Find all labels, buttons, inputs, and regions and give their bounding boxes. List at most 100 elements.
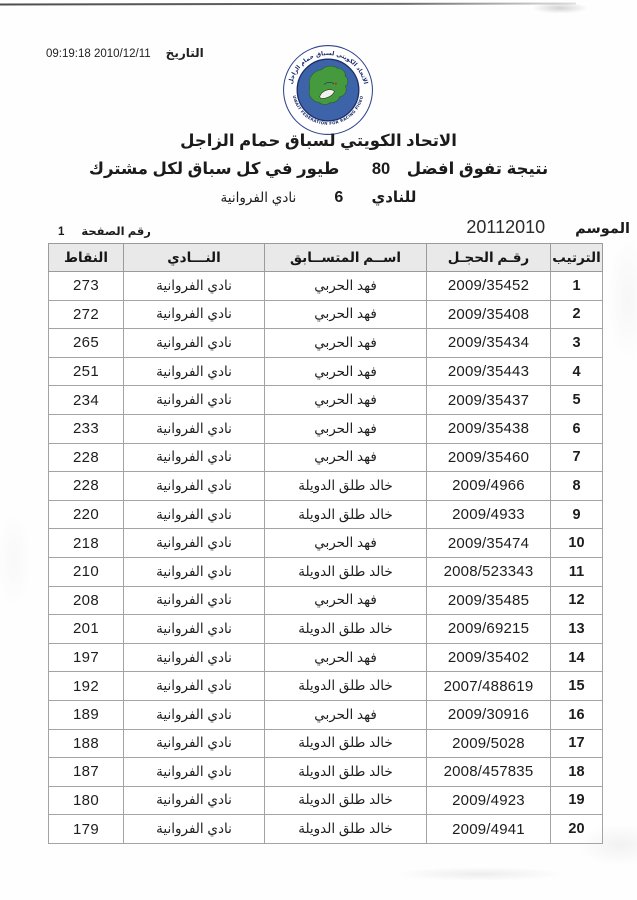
cell-rank: 11 xyxy=(550,556,603,587)
table-row: 11 2008/523343 خالد طلق الدويلة نادي الف… xyxy=(48,556,603,587)
cell-ring-number: 2008/457835 xyxy=(426,757,551,787)
cell-competitor-name: خالد طلق الدويلة xyxy=(264,614,427,644)
cell-competitor-name: خالد طلق الدويلة xyxy=(264,499,427,530)
cell-points: 234 xyxy=(48,385,124,415)
cell-competitor-name: فهد الحربي xyxy=(264,585,427,616)
cell-competitor-name: فهد الحربي xyxy=(264,528,427,558)
cell-club: نادي الفروانية xyxy=(123,585,265,616)
table-row: 19 2009/4923 خالد طلق الدويلة نادي الفرو… xyxy=(48,785,603,816)
cell-club: نادي الفروانية xyxy=(123,413,265,444)
cell-rank: 8 xyxy=(550,471,603,501)
cell-ring-number: 2007/488619 xyxy=(426,671,551,701)
cell-club: نادي الفروانية xyxy=(123,271,265,301)
logo-red-accent xyxy=(334,82,338,85)
logo-detail-line xyxy=(324,82,335,85)
cell-club: نادي الفروانية xyxy=(123,699,265,730)
page-number-label: رقم الصفحة xyxy=(81,226,151,238)
cell-ring-number: 2009/35438 xyxy=(426,413,551,444)
cell-points: 189 xyxy=(48,699,124,730)
federation-title: الاتحاد الكويتي لسباق حمام الزاجل xyxy=(180,132,457,150)
col-header-club: النـــادي xyxy=(123,243,265,272)
cell-club: نادي الفروانية xyxy=(123,614,265,644)
cell-ring-number: 2009/35460 xyxy=(426,442,551,473)
cell-points: 210 xyxy=(48,556,124,587)
cell-ring-number: 2009/35474 xyxy=(426,528,551,558)
header-row: الترتيب رقـم الحجـل اســم المتســابق الن… xyxy=(48,243,603,272)
cell-ring-number: 2009/35402 xyxy=(426,642,551,673)
club-label: للنادي xyxy=(371,189,417,206)
report-title-part2: طيور في كل سباق لكل مشترك xyxy=(88,160,340,178)
cell-competitor-name: فهد الحربي xyxy=(264,385,427,415)
cell-rank: 14 xyxy=(550,642,603,673)
cell-rank: 9 xyxy=(550,499,603,530)
cell-competitor-name: خالد طلق الدويلة xyxy=(264,556,427,587)
cell-club: نادي الفروانية xyxy=(123,757,265,787)
cell-competitor-name: فهد الحربي xyxy=(264,642,427,673)
cell-rank: 4 xyxy=(550,356,603,387)
cell-points: 218 xyxy=(48,528,124,558)
federation-logo: الاتحاد الكويتي لسباق حمام الزاجل KUWAIT… xyxy=(282,44,373,135)
cell-club: نادي الفروانية xyxy=(123,785,265,816)
col-header-competitor-name: اســم المتســابق xyxy=(264,243,427,272)
cell-competitor-name: فهد الحربي xyxy=(264,413,427,444)
table-row: 2 2009/35408 فهد الحربي نادي الفروانية 2… xyxy=(48,299,603,330)
cell-rank: 6 xyxy=(550,413,603,444)
cell-club: نادي الفروانية xyxy=(123,299,265,330)
pigeon-silhouette xyxy=(319,89,335,99)
cell-club: نادي الفروانية xyxy=(123,442,265,473)
cell-points: 220 xyxy=(48,499,124,530)
report-title-bird-count: 80 xyxy=(371,160,391,178)
club-line: للنادي 6 نادي الفروانية xyxy=(0,188,637,207)
cell-points: 273 xyxy=(48,271,124,301)
table-row: 13 2009/69215 خالد طلق الدويلة نادي الفر… xyxy=(48,614,603,644)
cell-club: نادي الفروانية xyxy=(123,671,265,701)
cell-ring-number: 2009/35485 xyxy=(426,585,551,616)
cell-competitor-name: فهد الحربي xyxy=(264,328,427,358)
results-tbody: 1 2009/35452 فهد الحربي نادي الفروانية 2… xyxy=(48,271,603,844)
cell-rank: 16 xyxy=(550,699,603,730)
cell-points: 251 xyxy=(48,356,124,387)
print-date-label: التاريخ xyxy=(165,46,204,60)
table-row: 15 2007/488619 خالد طلق الدويلة نادي الف… xyxy=(48,671,603,701)
cell-rank: 3 xyxy=(550,328,603,358)
cell-club: نادي الفروانية xyxy=(123,642,265,673)
cell-rank: 10 xyxy=(550,528,603,558)
cell-ring-number: 2008/523343 xyxy=(426,556,551,587)
table-row: 18 2008/457835 خالد طلق الدويلة نادي الف… xyxy=(48,757,603,787)
cell-ring-number: 2009/35437 xyxy=(426,385,551,415)
cell-points: 208 xyxy=(48,585,124,616)
cell-club: نادي الفروانية xyxy=(123,385,265,415)
cell-points: 180 xyxy=(48,785,124,816)
cell-competitor-name: فهد الحربي xyxy=(264,356,427,387)
season-value: 20112010 xyxy=(466,217,546,237)
table-row: 12 2009/35485 فهد الحربي نادي الفروانية … xyxy=(48,585,603,616)
cell-rank: 2 xyxy=(550,299,603,330)
cell-ring-number: 2009/30916 xyxy=(426,699,551,730)
cell-competitor-name: فهد الحربي xyxy=(264,442,427,473)
col-header-points: النقاط xyxy=(48,243,124,272)
print-date: 09:19:18 2010/12/11 التاريخ xyxy=(46,46,204,60)
table-row: 6 2009/35438 فهد الحربي نادي الفروانية 2… xyxy=(48,413,603,444)
col-header-rank: الترتيب xyxy=(550,243,603,272)
table-row: 14 2009/35402 فهد الحربي نادي الفروانية … xyxy=(48,642,603,673)
cell-club: نادي الفروانية xyxy=(123,356,265,387)
cell-ring-number: 2009/35452 xyxy=(426,271,551,301)
page-number-value: 1 xyxy=(58,226,65,238)
print-date-value: 09:19:18 2010/12/11 xyxy=(46,48,151,60)
cell-rank: 20 xyxy=(550,814,603,844)
cell-rank: 13 xyxy=(550,614,603,644)
cell-points: 188 xyxy=(48,728,124,759)
cell-rank: 7 xyxy=(550,442,603,473)
cell-club: نادي الفروانية xyxy=(123,471,265,501)
season-label: الموسم xyxy=(575,221,630,237)
table-row: 20 2009/4941 خالد طلق الدويلة نادي الفرو… xyxy=(48,814,603,844)
table-row: 1 2009/35452 فهد الحربي نادي الفروانية 2… xyxy=(48,271,603,301)
pigeon-head-shape xyxy=(308,65,349,105)
cell-ring-number: 2009/5028 xyxy=(426,728,551,759)
cell-competitor-name: خالد طلق الدويلة xyxy=(264,757,427,787)
report-title: نتيجة تفوق افضل 80 طيور في كل سباق لكل م… xyxy=(0,159,637,179)
table-row: 4 2009/35443 فهد الحربي نادي الفروانية 2… xyxy=(48,356,603,387)
table-row: 3 2009/35434 فهد الحربي نادي الفروانية 2… xyxy=(48,328,603,358)
cell-club: نادي الفروانية xyxy=(123,499,265,530)
